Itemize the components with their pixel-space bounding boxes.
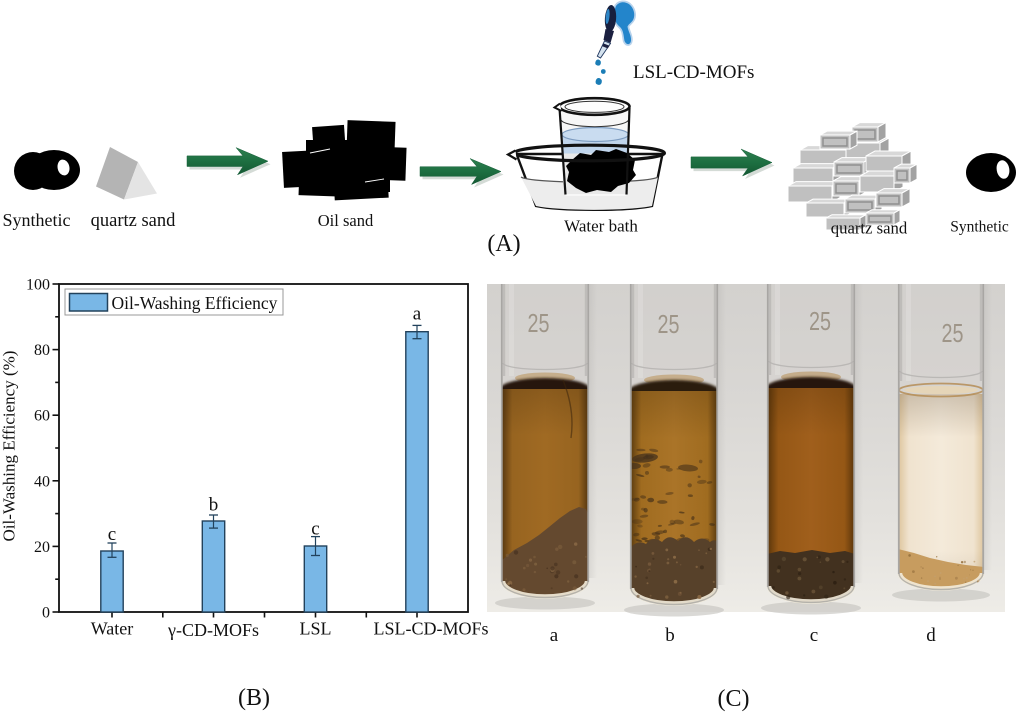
svg-text:Oil-Washing Efficiency: Oil-Washing Efficiency: [112, 293, 278, 313]
svg-text:quartz sand: quartz sand: [91, 211, 177, 231]
svg-text:c: c: [311, 519, 319, 540]
svg-text:60: 60: [34, 408, 50, 425]
svg-text:25: 25: [528, 308, 550, 338]
svg-text:0: 0: [42, 605, 50, 622]
svg-text:Synthetic: Synthetic: [3, 210, 71, 230]
svg-text:a: a: [550, 625, 559, 646]
svg-text:Water: Water: [91, 619, 134, 639]
svg-text:Oil sand: Oil sand: [318, 211, 374, 230]
svg-text:c: c: [108, 524, 116, 545]
svg-text:25: 25: [809, 306, 831, 336]
svg-text:(C): (C): [718, 686, 750, 712]
svg-text:100: 100: [26, 277, 50, 294]
svg-text:γ-CD-MOFs: γ-CD-MOFs: [167, 620, 259, 640]
svg-text:quartz sand: quartz sand: [831, 219, 908, 238]
svg-text:Water bath: Water bath: [564, 217, 638, 236]
svg-text:(B): (B): [238, 685, 270, 711]
svg-text:LSL: LSL: [299, 619, 331, 639]
svg-text:d: d: [926, 625, 936, 646]
svg-text:(A): (A): [487, 231, 520, 257]
svg-text:25: 25: [942, 318, 964, 348]
svg-text:b: b: [665, 625, 675, 646]
svg-text:c: c: [810, 625, 818, 646]
svg-text:LSL-CD-MOFs: LSL-CD-MOFs: [633, 62, 754, 83]
svg-text:Oil-Washing Efficiency (%): Oil-Washing Efficiency (%): [0, 351, 19, 542]
svg-text:LSL-CD-MOFs: LSL-CD-MOFs: [373, 619, 488, 639]
svg-text:b: b: [209, 495, 219, 516]
svg-text:25: 25: [658, 309, 680, 339]
svg-text:a: a: [413, 304, 422, 325]
svg-text:Synthetic: Synthetic: [950, 219, 1009, 236]
svg-text:40: 40: [34, 473, 50, 490]
svg-text:80: 80: [34, 342, 50, 359]
svg-text:20: 20: [34, 539, 50, 556]
